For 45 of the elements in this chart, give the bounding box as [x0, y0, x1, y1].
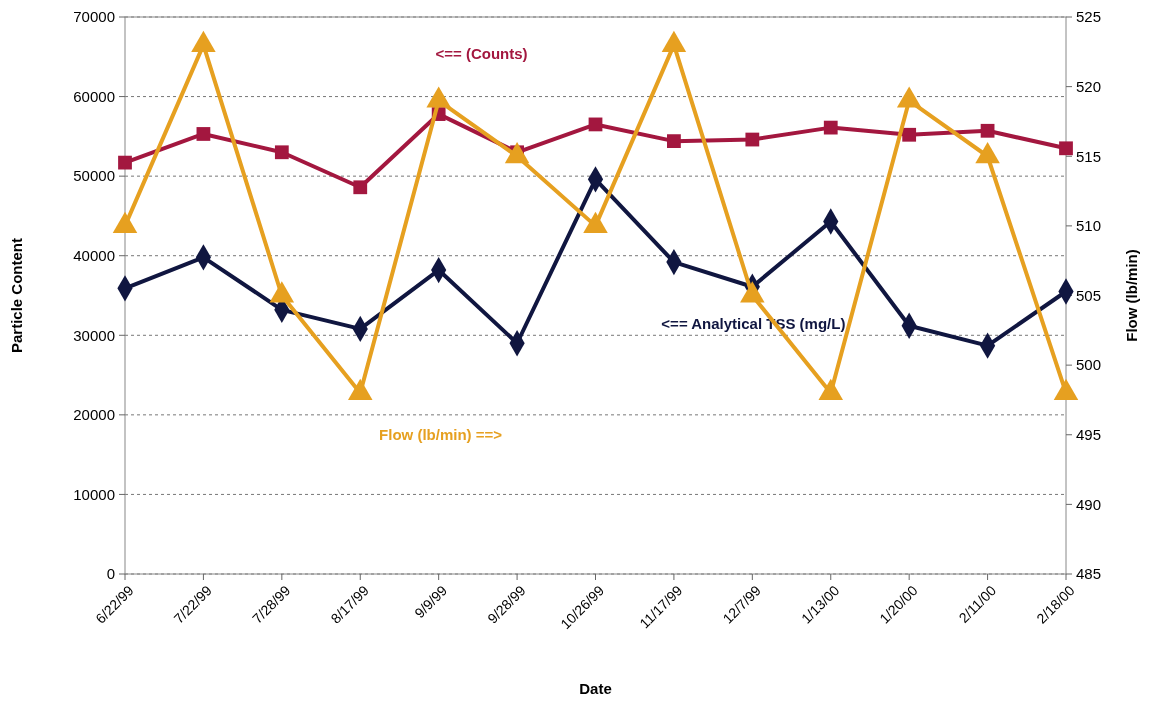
point [348, 378, 373, 401]
point [661, 30, 687, 52]
y2-tick-label: 520 [1076, 77, 1102, 95]
y-tick-label: 40000 [73, 246, 115, 264]
y-tick-label: 0 [106, 565, 115, 583]
point [1053, 378, 1079, 401]
y2-tick-label: 510 [1076, 217, 1102, 235]
point [196, 127, 211, 141]
y2-tick-label: 500 [1076, 356, 1102, 374]
series-label: Flow (lb/min) ==> [379, 426, 503, 444]
x-axis-title: Date [579, 680, 612, 697]
y-tick-label: 10000 [73, 485, 115, 503]
y2-axis-title: Flow (lb/min) [1123, 249, 1140, 342]
y-tick-label: 50000 [73, 167, 115, 185]
y-tick-label: 60000 [73, 87, 115, 105]
point [112, 211, 138, 233]
point [745, 132, 760, 147]
point [583, 211, 608, 233]
point [740, 281, 765, 303]
point [818, 378, 843, 401]
point [353, 180, 368, 195]
y2-tick-label: 485 [1076, 565, 1102, 583]
point [667, 134, 681, 149]
text: <== (Counts) [435, 44, 528, 62]
y-tick-label: 20000 [73, 406, 115, 424]
point [118, 155, 132, 170]
point [896, 86, 922, 108]
point [504, 142, 530, 164]
y-axis-title: Particle Content [8, 237, 25, 354]
y-tick-label: 70000 [73, 8, 115, 26]
point [269, 281, 295, 303]
point [902, 127, 917, 142]
y2-tick-label: 505 [1076, 286, 1102, 304]
point [823, 120, 838, 135]
y2-tick-label: 495 [1076, 426, 1102, 443]
point [1059, 141, 1073, 156]
y2-tick-label: 525 [1076, 8, 1102, 26]
y2-tick-label: 490 [1076, 495, 1102, 513]
point [980, 123, 995, 138]
point [975, 142, 1000, 164]
point [191, 30, 216, 52]
point [274, 145, 289, 160]
point [426, 86, 451, 108]
y-tick-label: 30000 [73, 326, 115, 344]
y2-tick-label: 515 [1076, 147, 1102, 165]
